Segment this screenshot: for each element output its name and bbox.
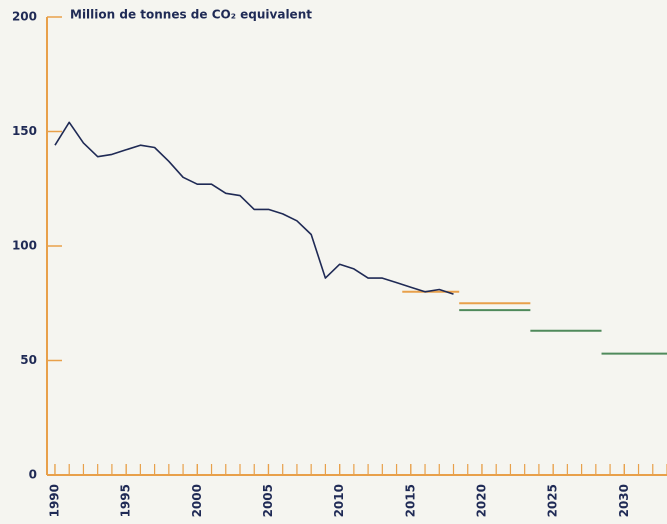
x-tick-label: 2000: [190, 484, 204, 517]
x-tick-label: 2030: [617, 484, 631, 517]
y-tick-label: 100: [12, 239, 37, 253]
x-tick-label: 2025: [546, 484, 560, 517]
y-tick-label: 150: [12, 124, 37, 138]
x-tick-label: 1995: [119, 484, 133, 517]
chart-title: Million de tonnes de CO₂ equivalent: [70, 8, 312, 22]
x-tick-label: 2005: [261, 484, 275, 517]
emissions-line: [54, 121, 454, 295]
y-tick-label: 50: [20, 353, 37, 367]
y-tick-label: 0: [29, 468, 37, 482]
y-tick-label: 200: [12, 10, 37, 24]
x-tick-label: 2020: [474, 484, 488, 517]
x-tick-label: 2010: [332, 484, 346, 517]
x-tick-label: 2015: [403, 484, 417, 517]
x-tick-label: 1990: [47, 484, 61, 517]
